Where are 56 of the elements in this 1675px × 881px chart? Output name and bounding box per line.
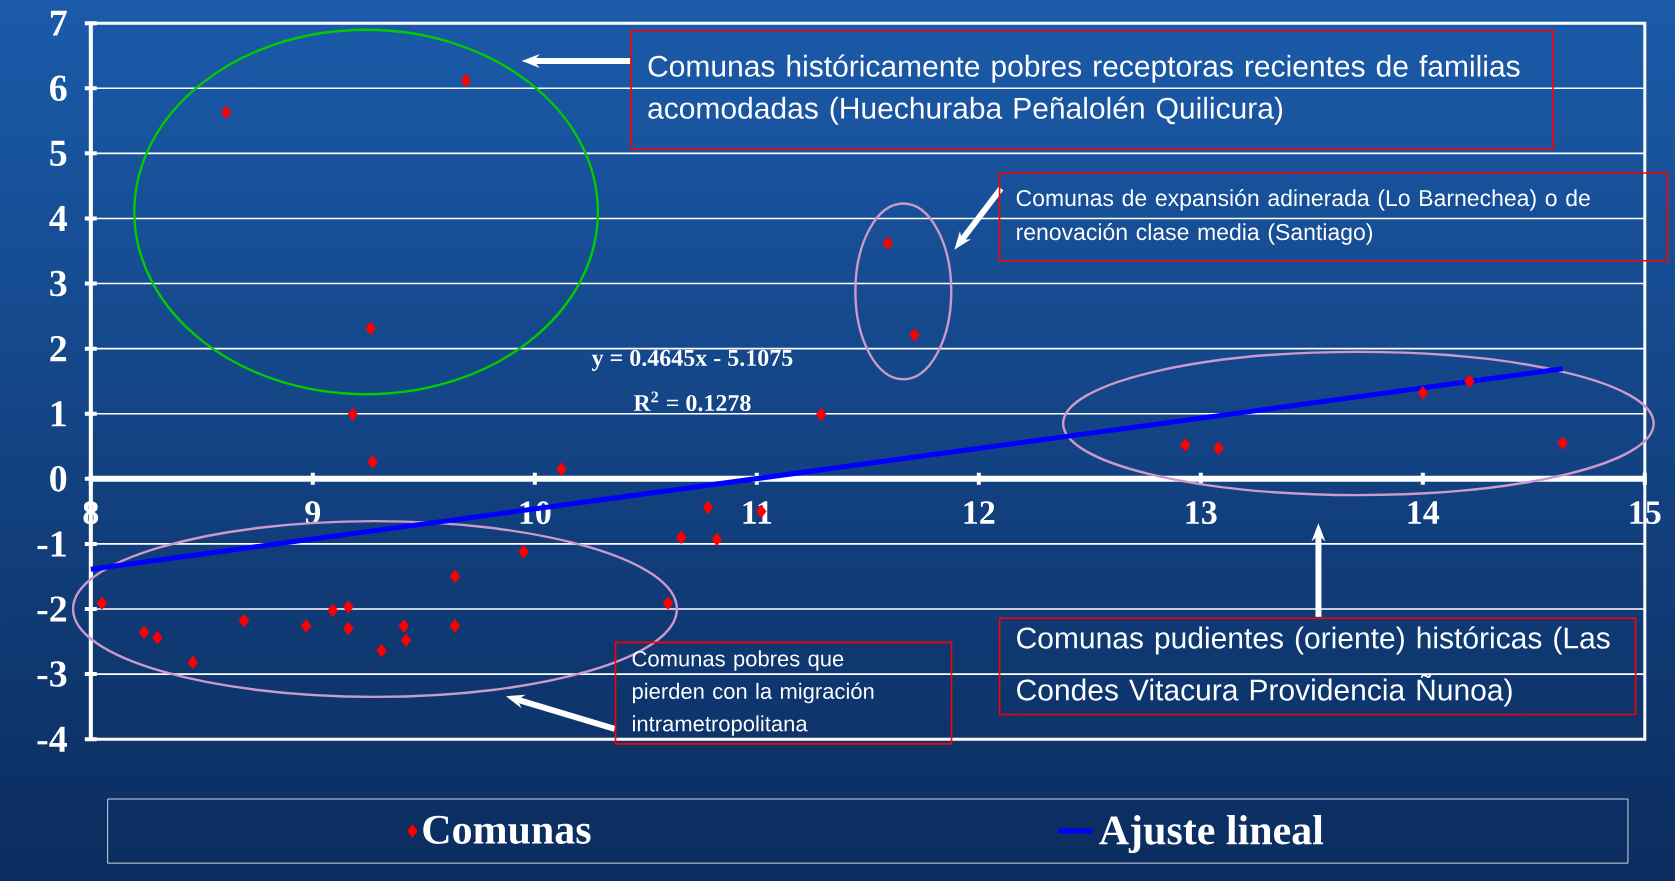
y-tick-label: 4 <box>49 205 68 231</box>
point <box>449 569 461 584</box>
annotation: Comunas históricamente pobres receptoras recientes de familias acomodadas (Huechuraba Peñalolén Quilicura) <box>648 54 1520 125</box>
point <box>1557 436 1568 450</box>
point <box>221 105 232 120</box>
point <box>187 655 199 670</box>
x-tick-label: 14 <box>1408 501 1440 524</box>
point <box>138 625 150 640</box>
x-tick-label: 13 <box>1186 501 1217 525</box>
point <box>347 407 358 422</box>
point <box>1417 386 1428 400</box>
point <box>1213 441 1224 456</box>
y-tick-label: -3 <box>37 661 67 687</box>
point <box>327 603 338 618</box>
legend-label: Comunas <box>423 815 591 844</box>
point <box>1180 438 1191 452</box>
y-tick-label: 0 <box>50 466 67 492</box>
point <box>460 73 472 88</box>
annotation: Comunas pudientes (oriente) históricas (Las Condes Vitacura Providencia Ñunoa) <box>1017 626 1610 707</box>
annotation: R$^{2}$ = 0.1278 <box>633 391 751 412</box>
point <box>702 500 714 515</box>
annotation: y = 0.4645x - 5.1075 <box>591 349 793 371</box>
y-tick-label: 1 <box>51 401 66 427</box>
point <box>711 532 723 547</box>
point <box>882 236 893 250</box>
point <box>556 462 567 476</box>
y-tick-label: -2 <box>37 596 67 622</box>
point <box>909 328 920 342</box>
point <box>238 613 250 628</box>
point <box>662 596 674 610</box>
point <box>152 630 163 645</box>
point <box>365 321 376 336</box>
x-tick-label: 12 <box>964 501 995 524</box>
y-tick-label: 7 <box>50 10 67 36</box>
point <box>367 455 378 469</box>
point <box>343 600 354 614</box>
point <box>376 643 387 658</box>
y-tick-label: 6 <box>50 75 67 102</box>
point <box>96 596 108 610</box>
y-tick-label: 2 <box>50 336 67 362</box>
point <box>449 619 461 633</box>
point <box>518 544 529 559</box>
y-tick-label: 5 <box>50 140 67 166</box>
legend-label: Ajuste lineal <box>1099 815 1324 854</box>
point <box>398 619 410 633</box>
annotation: Comunas pobres que pierden con la migración intrametropolitana <box>632 650 874 736</box>
annotation: Comunas de expansión adinerada (Lo Barnechea) o de renovación clase media (Santiago) <box>1016 189 1590 245</box>
point <box>815 407 827 422</box>
y-tick-label: 3 <box>50 270 67 297</box>
point <box>343 621 354 636</box>
point <box>400 633 412 648</box>
y-tick-label: -1 <box>37 531 66 557</box>
y-tick-label: -4 <box>37 726 68 752</box>
point <box>676 530 687 545</box>
point <box>1464 374 1475 388</box>
point <box>300 619 312 633</box>
